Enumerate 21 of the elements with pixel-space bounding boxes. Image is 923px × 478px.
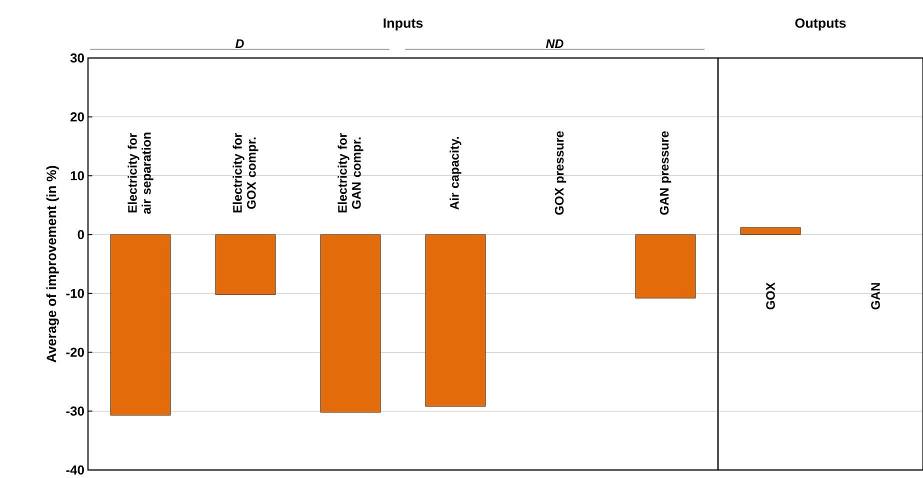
x-tick-label: Air capacity. bbox=[450, 136, 462, 210]
y-tick-label: -40 bbox=[66, 465, 84, 475]
y-axis-title: Average of improvement (in %) bbox=[46, 166, 59, 362]
y-tick-label: -30 bbox=[66, 406, 84, 416]
text: D bbox=[235, 39, 244, 48]
x-tick-label: Electricity for air separation bbox=[128, 132, 154, 214]
y-tick-label: -10 bbox=[66, 288, 84, 298]
x-tick-label: GOX bbox=[766, 282, 775, 310]
y-tick-label: 0 bbox=[78, 230, 84, 240]
x-tick-label: GAN bbox=[871, 283, 880, 310]
x-tick-label: GOX pressure bbox=[554, 131, 566, 215]
text: ND bbox=[546, 39, 564, 48]
x-tick-label: Electricity for GOX compr. bbox=[232, 133, 258, 212]
y-tick-label: -20 bbox=[66, 348, 84, 357]
chart-title: Outputs bbox=[795, 18, 846, 31]
x-tick-label: Electricity for GAN compr. bbox=[338, 133, 364, 212]
y-tick-label: 10 bbox=[70, 171, 84, 180]
chart-title: Inputs bbox=[384, 18, 423, 31]
y-tick-label: 30 bbox=[70, 53, 84, 63]
y-tick-label: 20 bbox=[70, 112, 84, 122]
x-tick-label: GAN pressure bbox=[660, 131, 672, 215]
